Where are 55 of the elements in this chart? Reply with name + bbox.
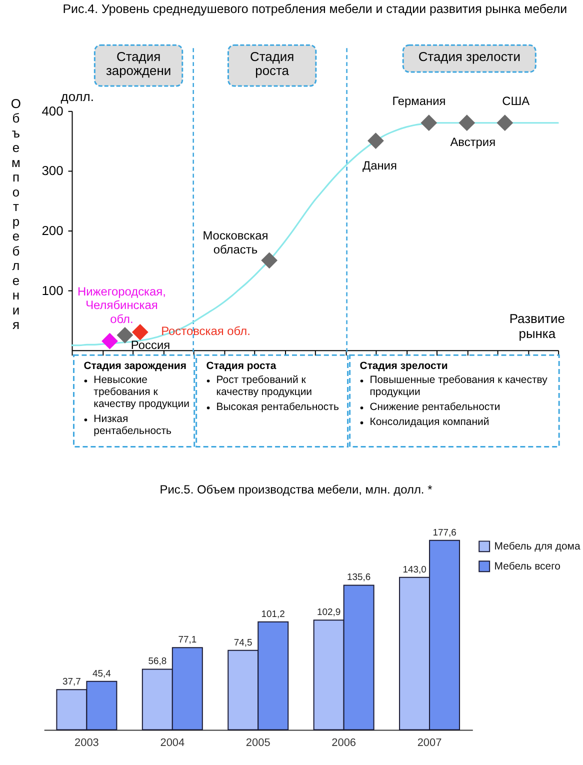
text: Повышенные требования к качеству продукции: [370, 374, 548, 398]
text: долл.: [60, 88, 94, 104]
text: Снижение рентабельности: [370, 402, 500, 413]
data-label: 37,7: [62, 676, 81, 688]
series-label: Германия: [392, 94, 446, 108]
series-label: Россия: [130, 338, 170, 352]
text: Стадия зарождения: [84, 361, 186, 372]
point: [102, 332, 118, 350]
text: Консолидация компаний: [370, 416, 490, 428]
data-label: 77,1: [178, 634, 197, 646]
point: [132, 324, 148, 340]
data-label: 135,6: [346, 572, 371, 584]
data-label: 56,8: [148, 656, 167, 668]
chart-title: Рис.4. Уровень среднедушевого потребления мебели и стадии развития рынка мебели: [62, 2, 568, 16]
point: [116, 326, 134, 344]
text: Стадия зарождени: [106, 49, 172, 78]
text: Высокая рентабельность: [216, 402, 340, 413]
data-label: 177,6: [432, 527, 456, 538]
series-label: Дания: [362, 158, 397, 173]
text: Стадия зрелости: [418, 49, 520, 64]
x-tick-label: 2006: [332, 737, 356, 750]
series-label: США: [502, 94, 530, 108]
point: [261, 252, 278, 269]
text: Невысокие требования к качеству продукции: [94, 374, 190, 410]
data-label: 45,4: [92, 668, 111, 680]
series-label: Австрия: [450, 134, 496, 149]
y-tick-label: 200: [42, 222, 64, 238]
point: [458, 114, 476, 132]
point: [420, 114, 438, 132]
x-tick-label: 2005: [246, 737, 270, 750]
point: [496, 114, 514, 132]
data-label: 102,9: [316, 607, 341, 618]
data-label: 101,2: [261, 608, 285, 620]
y-tick-label: 300: [42, 163, 64, 178]
y-tick-label: 100: [42, 282, 64, 298]
text: Стадия зрелости: [360, 361, 448, 372]
text: Нижегородская, Челябинская обл.: [77, 284, 166, 326]
x-tick-label: 2003: [74, 737, 99, 750]
data-label: 143,0: [402, 564, 426, 576]
y-tick-label: 400: [42, 103, 64, 118]
text: Стадия роста: [206, 361, 276, 372]
chart-title: Рис.5. Объем производства мебели, млн. долл. *: [160, 482, 433, 497]
text: Рост требований к качеству продукции: [216, 374, 312, 398]
legend-label: Мебель всего: [494, 561, 561, 572]
data-label: 74,5: [234, 637, 252, 648]
x-tick-label: 2007: [417, 737, 442, 750]
legend-label: Мебель для дома: [494, 541, 580, 552]
text: Стадия роста: [250, 49, 294, 78]
text: Низкая рентабельность: [94, 414, 172, 437]
x-tick-label: 2004: [160, 737, 185, 750]
series-label: Московская область: [202, 228, 268, 256]
x-axis-title: Развитие рынка: [509, 311, 565, 342]
point: [368, 132, 384, 149]
text: Объем потребления: [10, 96, 21, 332]
series-label: Ростовская обл.: [161, 324, 250, 338]
